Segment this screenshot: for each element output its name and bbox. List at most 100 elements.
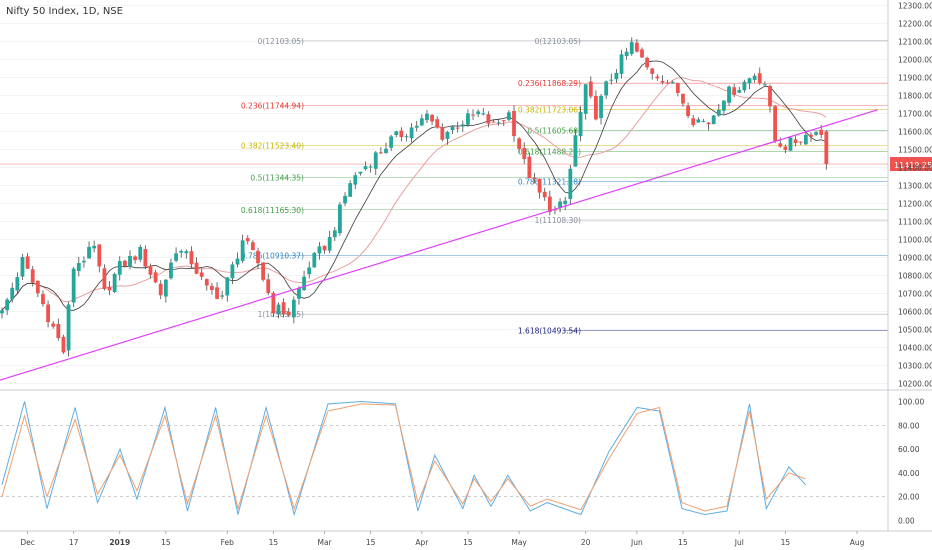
candle-body [640,49,644,58]
last-price-tag [890,157,932,172]
oscillator-y-tick-label: 0.00 [898,516,915,525]
candle-body [573,135,578,167]
oscillator-y-tick-label: 40.00 [898,469,920,478]
symbol-title: Nifty 50 Index, 1D, NSE [6,6,123,17]
candle-body [501,120,506,122]
candle-body [655,76,660,79]
candle-body [143,249,148,267]
oscillator-y-tick-label: 20.00 [898,493,920,502]
candle-body [20,257,25,277]
oscillator-y-tick-label: 60.00 [898,445,920,454]
candle-body [711,115,716,125]
oscillator-pane [0,400,888,517]
oscillator-series-2 [1,403,806,512]
x-tick-label: Aug [850,538,865,547]
candle-body [409,127,414,139]
x-tick-label: 15 [269,538,279,547]
candle-body [5,299,10,311]
candle-body [322,245,327,251]
candle-body [814,132,818,135]
y-tick-label: 10200.00 [898,380,932,389]
candle-body [148,265,153,275]
candle-body [435,119,440,128]
y-tick-label: 10400.00 [898,344,932,353]
candle-body [128,255,132,268]
candle-body [317,246,322,254]
candle-body [230,264,235,279]
y-tick-label: 10900.00 [898,254,932,263]
candle-body [594,96,598,120]
candle-body [122,260,127,267]
candle-body [512,110,516,137]
x-tick-label: 15 [463,538,473,547]
candle-body [291,299,296,318]
candle-body [256,250,260,264]
candle-body [163,279,168,297]
y-tick-label: 12300.00 [898,1,932,10]
oscillator-y-tick-label: 80.00 [898,421,920,430]
candle-body [419,118,424,126]
candle-body [302,276,306,291]
x-tick-label: 15 [161,538,171,547]
candle-body [184,251,189,254]
y-tick-label: 11800.00 [898,91,932,100]
moving-average-slow [1,77,827,311]
candle-body [824,131,829,165]
candle-body [634,42,639,52]
candle-body [522,147,527,160]
candle-body [578,111,583,137]
candle-body [793,139,798,144]
candle-body [261,262,266,280]
candle-body [61,336,66,353]
candle-body [30,269,35,283]
candle-body [527,156,532,178]
candle-body [210,285,214,290]
candle-body [686,105,690,117]
fib-label-left: 0.236(11744.94) [241,101,304,110]
x-tick-label: 2019 [109,538,130,547]
candle-body [547,196,552,212]
trendline [0,109,878,381]
candle-body [399,130,404,138]
candle-body [353,175,358,185]
fib-label-left: 0.382(11523.40) [241,141,304,150]
candle-body [727,86,731,103]
candle-body [245,238,250,242]
candle-body [599,95,603,119]
candle-body [368,166,373,168]
candle-body [455,127,460,129]
candle-body [506,112,511,120]
candle-body [51,323,56,327]
x-tick-label: Dec [20,538,35,547]
candle-body [384,148,388,154]
y-tick-label: 11600.00 [898,127,932,136]
candle-body [486,114,491,124]
fib-label-left: 0.618(11165.30) [241,206,304,215]
last-price-label: 11419.25 [894,161,932,170]
x-tick-label: 20 [581,538,591,547]
candle-body [691,118,696,125]
fib-label-right: 0.618(11488.29) [518,148,581,157]
candle-body [215,287,219,299]
moving-average-fast [1,60,827,311]
candle-body [460,124,465,127]
candle-body [450,126,455,131]
candle-body [15,277,20,291]
fib-label-right: 0.5(11605.68) [527,126,581,135]
price-pane: 0(12103.05) 0.236(11744.94) 0.382(11523.40… [0,4,888,385]
candle-body [281,302,286,315]
y-tick-label: 10800.00 [898,272,932,281]
candle-body [348,183,353,197]
candle-body [583,84,588,114]
candle-body [66,304,71,351]
candle-body [425,113,429,121]
candle-body [609,79,614,81]
candle-body [558,201,562,209]
candle-body [706,122,711,125]
candle-body [696,119,701,123]
candle-body [783,146,788,150]
candle-body [338,204,342,234]
candle-body [768,85,772,107]
candle-body [373,152,378,169]
